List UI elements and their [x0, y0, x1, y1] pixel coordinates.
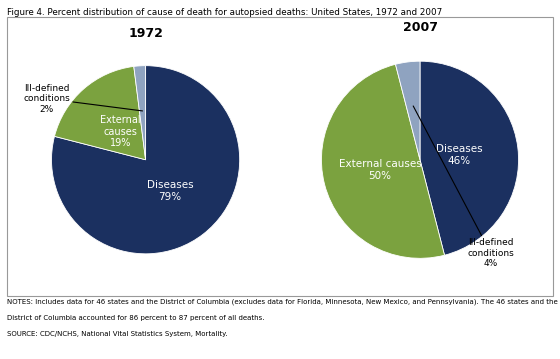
Text: Ill-defined
conditions
4%: Ill-defined conditions 4%: [413, 106, 514, 268]
Wedge shape: [395, 61, 420, 160]
Text: External causes
50%: External causes 50%: [339, 159, 421, 181]
Text: Diseases
79%: Diseases 79%: [147, 180, 193, 202]
Title: 2007: 2007: [403, 21, 437, 34]
Text: SOURCE: CDC/NCHS, National Vital Statistics System, Mortality.: SOURCE: CDC/NCHS, National Vital Statist…: [7, 331, 227, 337]
Title: 1972: 1972: [128, 27, 163, 39]
Wedge shape: [134, 66, 146, 160]
Text: External
causes
19%: External causes 19%: [100, 115, 141, 148]
Text: District of Columbia accounted for 86 percent to 87 percent of all deaths.: District of Columbia accounted for 86 pe…: [7, 315, 264, 321]
Text: Figure 4. Percent distribution of cause of death for autopsied deaths: United St: Figure 4. Percent distribution of cause …: [7, 8, 442, 17]
Wedge shape: [321, 64, 445, 258]
Wedge shape: [54, 66, 146, 160]
Wedge shape: [420, 61, 519, 255]
Text: NOTES: Includes data for 46 states and the District of Columbia (excludes data f: NOTES: Includes data for 46 states and t…: [7, 299, 557, 305]
Text: Ill-defined
conditions
2%: Ill-defined conditions 2%: [24, 84, 143, 113]
Text: Diseases
46%: Diseases 46%: [436, 144, 482, 165]
Wedge shape: [52, 66, 240, 254]
